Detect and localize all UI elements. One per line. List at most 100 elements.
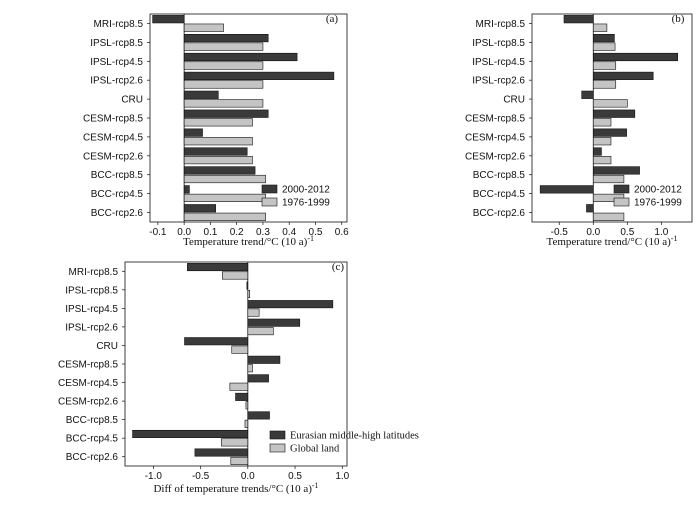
legend-swatch <box>261 197 278 207</box>
chart-panel-1: MRI-rcp8.5 IPSL-rcp8.5 IPSL-rcp4.5 IPSL-rcp… <box>83 13 349 248</box>
bar-bcc-rcp4-5-s1 <box>132 429 249 438</box>
category-label: CESM-rcp2.6 <box>465 151 525 162</box>
category-label: BCC-rcp8.5 <box>91 170 144 181</box>
bar-bcc-rcp4-5-s1 <box>183 185 190 194</box>
category-label: IPSL-rcp4.5 <box>472 57 525 68</box>
x-tick-label: 0.0 <box>241 471 255 482</box>
legend-swatch <box>613 184 630 194</box>
bar-bcc-rcp8-5-s1 <box>247 411 270 420</box>
category-label: MRI-rcp8.5 <box>69 267 119 278</box>
category-label: CESM-rcp2.6 <box>58 397 118 408</box>
x-axis-label: Diff of temperature trends/°C (10 a)-1 <box>153 481 318 495</box>
bar-cesm-rcp8-5-s2 <box>247 364 253 373</box>
x-tick-label: 0.6 <box>335 227 349 238</box>
bar-ipsl-rcp2-6-s2 <box>247 327 274 336</box>
category-label: IPSL-rcp4.5 <box>90 57 143 68</box>
category-label: MRI-rcp8.5 <box>94 19 144 30</box>
bar-ipsl-rcp4-5-s2 <box>183 61 264 70</box>
x-tick-label: 0.4 <box>282 227 296 238</box>
category-label: CESM-rcp2.6 <box>83 151 143 162</box>
x-tick-label: 0.0 <box>177 227 191 238</box>
bar-ipsl-rcp2-6-s2 <box>183 80 264 89</box>
category-label: CESM-rcp4.5 <box>58 378 118 389</box>
bar-cesm-rcp8-5-s1 <box>183 109 269 118</box>
category-label: BCC-rcp8.5 <box>473 170 526 181</box>
bar-cru-s2 <box>231 345 249 354</box>
chart-panel-2: MRI-rcp8.5 IPSL-rcp8.5 IPSL-rcp4.5 IPSL-rcp… <box>465 13 693 248</box>
bar-bcc-rcp2-6-s1 <box>194 448 249 457</box>
bar-ipsl-rcp4-5-s1 <box>183 52 298 62</box>
bar-ipsl-rcp2-6-s1 <box>247 318 301 327</box>
category-label: BCC-rcp4.5 <box>91 189 144 200</box>
legend-label: 1976-1999 <box>634 198 682 209</box>
x-tick-label: 0.5 <box>288 471 302 482</box>
bar-ipsl-rcp8-5-s1 <box>592 33 615 43</box>
legend-label: 2000-2012 <box>634 185 682 196</box>
category-label: CESM-rcp8.5 <box>465 114 525 125</box>
x-tick-label: 1.0 <box>335 471 349 482</box>
x-tick-label: 0.5 <box>309 227 323 238</box>
bar-bcc-rcp2-6-s2 <box>592 212 625 221</box>
bar-ipsl-rcp4-5-s1 <box>247 300 334 309</box>
category-label: IPSL-rcp2.6 <box>65 322 118 333</box>
bar-cesm-rcp4-5-s2 <box>183 137 253 146</box>
bar-cesm-rcp2-6-s1 <box>183 147 248 156</box>
panel-label: (a) <box>326 13 339 25</box>
bar-bcc-rcp4-5-s1 <box>539 185 594 194</box>
bar-cesm-rcp8-5-s2 <box>592 118 612 127</box>
legend-swatch <box>613 197 630 207</box>
bar-ipsl-rcp4-5-s2 <box>592 61 617 70</box>
category-label: BCC-rcp4.5 <box>473 189 526 200</box>
legend-label: 2000-2012 <box>282 185 330 196</box>
x-tick-label: -0.5 <box>551 227 569 238</box>
legend: Eurasian middle-high latitudes Global lan… <box>269 431 419 455</box>
category-label: BCC-rcp2.6 <box>66 452 119 463</box>
category-label: BCC-rcp2.6 <box>473 208 526 219</box>
bar-bcc-rcp8-5-s2 <box>244 419 249 428</box>
x-tick-label: 0.2 <box>230 227 244 238</box>
category-label: CESM-rcp8.5 <box>83 114 143 125</box>
bar-mri-rcp8-5-s1 <box>563 15 594 24</box>
x-tick-label: 0.1 <box>203 227 217 238</box>
category-label: IPSL-rcp8.5 <box>65 285 118 296</box>
bar-cesm-rcp2-6-s2 <box>183 156 253 165</box>
category-label: CRU <box>96 341 118 352</box>
x-axis-label: Temperature trend/°C (10 a)-1 <box>547 234 678 248</box>
bar-bcc-rcp2-6-s2 <box>183 212 266 221</box>
bar-cesm-rcp8-5-s1 <box>592 109 636 118</box>
bar-ipsl-rcp4-5-s2 <box>247 308 260 317</box>
x-tick-label: 0.5 <box>620 227 634 238</box>
x-tick-label: 0.3 <box>256 227 270 238</box>
bar-ipsl-rcp8-5-s2 <box>183 42 264 51</box>
bar-cesm-rcp2-6-s1 <box>592 147 602 156</box>
x-tick-label: -1.0 <box>145 471 163 482</box>
category-label: IPSL-rcp2.6 <box>90 76 143 87</box>
category-label: IPSL-rcp4.5 <box>65 304 118 315</box>
bar-ipsl-rcp8-5-s1 <box>246 281 249 290</box>
bar-cesm-rcp2-6-s2 <box>245 401 249 410</box>
bar-mri-rcp8-5-s2 <box>222 271 249 280</box>
category-label: IPSL-rcp8.5 <box>90 38 143 49</box>
bar-ipsl-rcp8-5-s2 <box>247 290 250 299</box>
category-label: CRU <box>503 95 525 106</box>
bar-cesm-rcp2-6-s2 <box>592 156 612 165</box>
bar-cesm-rcp4-5-s2 <box>229 382 249 391</box>
bar-ipsl-rcp4-5-s1 <box>592 52 679 62</box>
legend: 2000-2012 1976-1999 <box>613 184 682 209</box>
bar-ipsl-rcp8-5-s2 <box>592 42 616 51</box>
bar-bcc-rcp8-5-s2 <box>592 174 625 184</box>
legend: 2000-2012 1976-1999 <box>261 185 330 209</box>
bar-cru-s2 <box>183 99 264 108</box>
bar-mri-rcp8-5-s2 <box>592 23 608 32</box>
bar-cesm-rcp4-5-s1 <box>592 128 627 137</box>
category-label: MRI-rcp8.5 <box>476 19 526 30</box>
bar-bcc-rcp8-5-s1 <box>592 166 640 175</box>
category-label: BCC-rcp2.6 <box>91 208 144 219</box>
bar-bcc-rcp2-6-s2 <box>230 456 249 465</box>
panel-label: (c) <box>332 261 345 273</box>
category-label: BCC-rcp4.5 <box>66 434 119 445</box>
x-tick-label: -0.5 <box>192 471 210 482</box>
bar-cru-s1 <box>183 90 219 99</box>
bar-bcc-rcp4-5-s2 <box>221 438 249 447</box>
